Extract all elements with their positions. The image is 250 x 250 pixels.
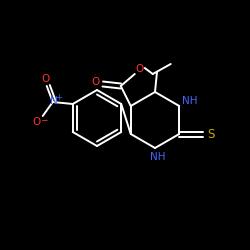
Text: O: O bbox=[92, 77, 100, 87]
Text: NH: NH bbox=[182, 96, 198, 106]
Text: −: − bbox=[40, 116, 48, 124]
Text: N: N bbox=[50, 96, 58, 106]
Text: O: O bbox=[136, 64, 144, 74]
Text: O: O bbox=[33, 117, 41, 127]
Text: S: S bbox=[208, 128, 215, 140]
Text: NH: NH bbox=[150, 152, 166, 162]
Text: O: O bbox=[42, 74, 50, 84]
Text: +: + bbox=[55, 92, 62, 102]
